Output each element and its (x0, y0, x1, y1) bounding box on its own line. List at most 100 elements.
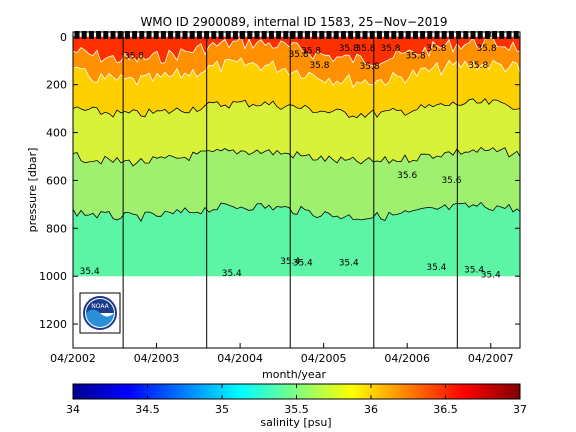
salinity-layer (73, 202, 520, 277)
profile-marker (463, 31, 469, 39)
y-tick-label: 1000 (39, 270, 67, 283)
x-axis: 04/2002 04/2003 04/2004 04/2005 04/2006 04/20… (50, 32, 514, 365)
profile-marker (146, 31, 152, 39)
profile-marker (182, 31, 188, 39)
profile-marker (513, 31, 519, 39)
profile-marker (348, 31, 354, 39)
contour-label: 35.4 (464, 266, 484, 276)
contour-label: 35.8 (380, 44, 400, 54)
profile-marker (427, 31, 433, 39)
contour-label: 35.6 (397, 171, 417, 181)
profile-marker (225, 31, 231, 39)
profile-marker (470, 31, 476, 39)
profile-marker (74, 31, 80, 39)
colorbar-ticks: 34 34.5 35 35.5 36 36.5 37 (66, 384, 527, 416)
y-tick-label: 200 (46, 79, 67, 92)
profile-marker (261, 31, 267, 39)
y-axis-title: pressure [dbar] (26, 148, 39, 233)
profile-marker (189, 31, 195, 39)
contour-line (72, 57, 521, 89)
profile-marker (441, 31, 447, 39)
contour-label: 35.4 (280, 257, 300, 267)
profile-marker (492, 31, 498, 39)
profile-marker (412, 31, 418, 39)
contour-label: 35.4 (339, 258, 359, 268)
x-tick-label: 04/2007 (468, 352, 514, 365)
noaa-logo: NOAA (79, 292, 121, 334)
x-tick-label: 04/2004 (217, 352, 263, 365)
salinity-layers (73, 36, 520, 277)
profile-marker (326, 31, 332, 39)
profile-marker (254, 31, 260, 39)
profile-marker (268, 31, 274, 39)
contour-line (72, 35, 521, 67)
contour-label: 35.8 (468, 61, 488, 71)
profile-marker (304, 31, 310, 39)
colorbar-label: salinity [psu] (260, 416, 331, 429)
colorbar-tick-label: 35.5 (284, 403, 309, 416)
salinity-layer (73, 36, 520, 66)
colorbar-tick-label: 36 (364, 403, 378, 416)
profile-marker (240, 31, 246, 39)
profile-marker (398, 31, 404, 39)
contour-label: 35.8 (289, 50, 309, 60)
colorbar-tick-label: 36.5 (433, 403, 458, 416)
plot-frame (72, 31, 521, 349)
contour-label: 35.4 (426, 263, 446, 273)
logo-wave (86, 309, 114, 327)
contour-label: 35.8 (124, 51, 144, 61)
profile-marker (376, 31, 382, 39)
profile-marker (247, 31, 253, 39)
profile-marker (312, 31, 318, 39)
x-axis-title: month/year (262, 368, 326, 381)
profile-marker (506, 31, 512, 39)
colorbar-tick-label: 35 (215, 403, 229, 416)
profile-marker (405, 31, 411, 39)
colorbar-tick-label: 34.5 (135, 403, 160, 416)
contour-label: 35.4 (80, 267, 100, 277)
profile-marker (484, 31, 490, 39)
contour-label: 35.6 (441, 176, 461, 186)
y-tick-label: 400 (46, 127, 67, 140)
profile-marker (420, 31, 426, 39)
profile-marker (132, 31, 138, 39)
contour-line (72, 146, 521, 167)
contour-label: 35.8 (339, 44, 359, 54)
profile-marker (297, 31, 303, 39)
profile-marker (88, 31, 94, 39)
contour-line (72, 201, 521, 223)
x-tick-label: 04/2005 (301, 352, 347, 365)
profile-marker (168, 31, 174, 39)
vertical-reference-lines (122, 32, 458, 348)
colorbar-tick-label: 34 (66, 403, 80, 416)
profile-marker (81, 31, 87, 39)
profile-marker (160, 31, 166, 39)
y-tick-label: 800 (46, 222, 67, 235)
profile-marker (355, 31, 361, 39)
profile-marker (276, 31, 282, 39)
y-tick-label: 0 (60, 31, 67, 44)
contour-label: 35.8 (477, 44, 497, 54)
contour-line (72, 98, 521, 119)
plot-area: 35.8 35.835.835.835.835.835.835.835.835.8… (72, 31, 521, 349)
profile-marker (499, 31, 505, 39)
x-tick-label: 04/2003 (134, 352, 180, 365)
profile-marker (96, 31, 102, 39)
profile-marker (204, 31, 210, 39)
profile-marker (369, 31, 375, 39)
contour-label: 35.4 (293, 258, 313, 268)
profile-marker (211, 31, 217, 39)
contour-label: 35.8 (426, 44, 446, 54)
profile-marker (124, 31, 130, 39)
salinity-layer (73, 147, 520, 222)
profile-marker (290, 31, 296, 39)
profile-marker (110, 31, 116, 39)
profile-marker (283, 31, 289, 39)
profile-marker (117, 31, 123, 39)
contour-label: 35.4 (481, 270, 501, 280)
profile-marker (477, 31, 483, 39)
contour-label: 35.8 (355, 44, 375, 54)
contour-labels: 35.8 35.835.835.835.835.835.835.835.835.8… (80, 44, 501, 280)
contour-lines (72, 35, 521, 223)
